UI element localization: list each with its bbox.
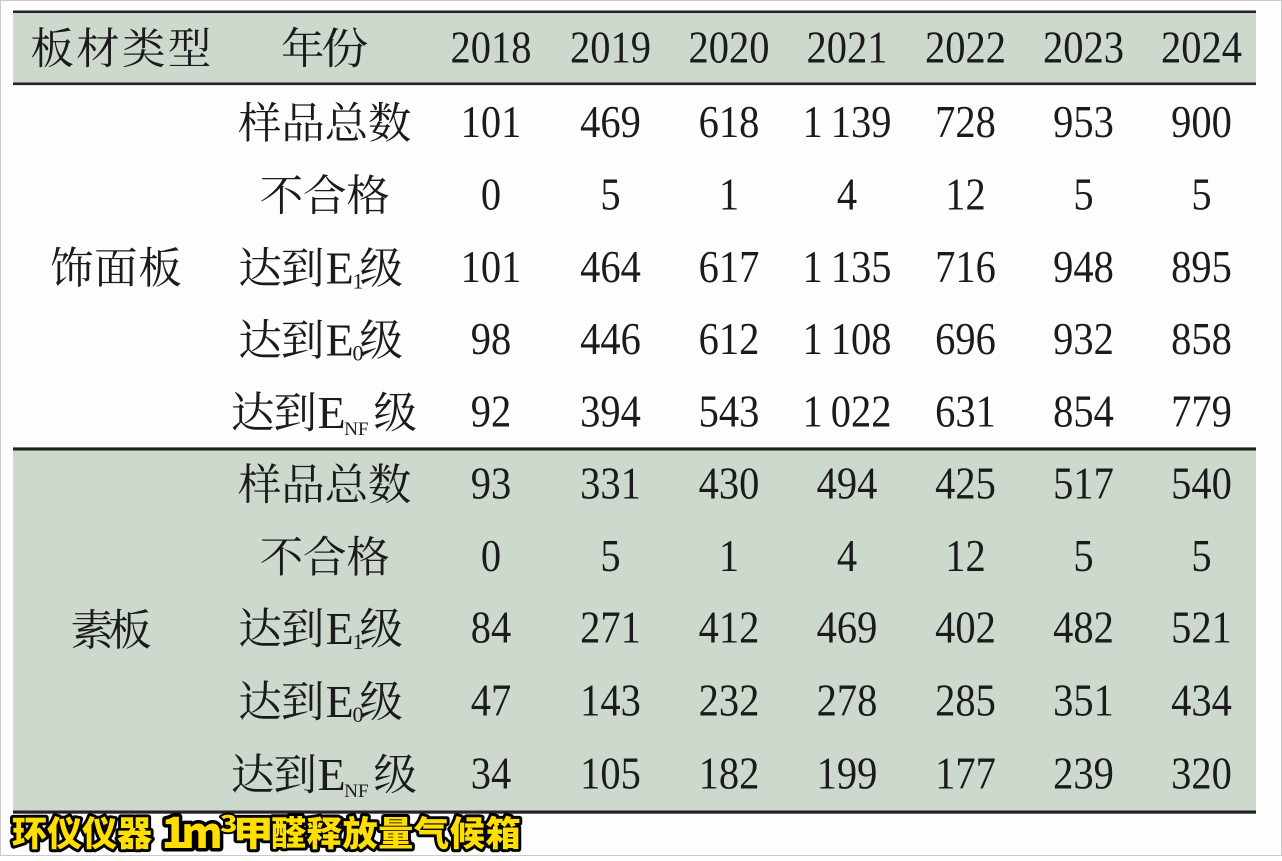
svg-text:469: 469: [580, 97, 641, 148]
svg-text:5: 5: [600, 531, 620, 582]
svg-text:0: 0: [481, 169, 501, 220]
svg-text:0: 0: [481, 531, 501, 582]
svg-text:494: 494: [817, 458, 878, 509]
svg-text:464: 464: [580, 242, 641, 293]
svg-text:948: 948: [1053, 242, 1114, 293]
svg-text:521: 521: [1171, 602, 1232, 653]
svg-text:143: 143: [580, 675, 641, 726]
svg-text:517: 517: [1053, 458, 1114, 509]
svg-text:469: 469: [817, 602, 878, 653]
svg-text:5: 5: [600, 169, 620, 220]
svg-text:320: 320: [1171, 748, 1232, 799]
svg-text:2020: 2020: [689, 22, 770, 73]
svg-text:0: 0: [353, 702, 364, 727]
svg-text:394: 394: [580, 386, 641, 437]
svg-text:177: 177: [935, 748, 996, 799]
svg-text:34: 34: [471, 748, 511, 799]
svg-text:1: 1: [719, 169, 739, 220]
svg-text:430: 430: [699, 458, 760, 509]
svg-text:0: 0: [353, 340, 364, 365]
svg-text:4: 4: [837, 531, 857, 582]
svg-text:631: 631: [935, 386, 996, 437]
svg-text:351: 351: [1053, 675, 1114, 726]
svg-text:1: 1: [719, 531, 739, 582]
svg-text:446: 446: [580, 314, 641, 365]
svg-text:1 135: 1 135: [802, 242, 891, 293]
svg-text:895: 895: [1171, 242, 1232, 293]
svg-text:434: 434: [1171, 675, 1232, 726]
svg-text:47: 47: [471, 675, 511, 726]
svg-text:12: 12: [945, 169, 985, 220]
svg-text:2021: 2021: [807, 22, 888, 73]
svg-text:1: 1: [353, 268, 364, 293]
svg-text:728: 728: [935, 97, 996, 148]
svg-text:540: 540: [1171, 458, 1232, 509]
svg-text:2018: 2018: [451, 22, 532, 73]
svg-text:NF: NF: [344, 419, 368, 440]
svg-text:1 139: 1 139: [802, 97, 891, 148]
svg-text:331: 331: [580, 458, 641, 509]
svg-text:182: 182: [699, 748, 760, 799]
svg-text:5: 5: [1073, 531, 1093, 582]
svg-text:92: 92: [471, 386, 511, 437]
svg-text:618: 618: [699, 97, 760, 148]
svg-text:854: 854: [1053, 386, 1114, 437]
svg-text:105: 105: [580, 748, 641, 799]
svg-text:932: 932: [1053, 314, 1114, 365]
svg-text:5: 5: [1191, 169, 1211, 220]
svg-text:12: 12: [945, 531, 985, 582]
svg-text:199: 199: [817, 748, 878, 799]
svg-text:101: 101: [461, 242, 522, 293]
svg-text:696: 696: [935, 314, 996, 365]
svg-text:953: 953: [1053, 97, 1114, 148]
svg-text:5: 5: [1191, 531, 1211, 582]
svg-text:716: 716: [935, 242, 996, 293]
svg-text:101: 101: [461, 97, 522, 148]
svg-text:482: 482: [1053, 602, 1114, 653]
svg-text:285: 285: [935, 675, 996, 726]
svg-text:2019: 2019: [570, 22, 651, 73]
svg-text:2023: 2023: [1043, 22, 1124, 73]
svg-text:1: 1: [353, 629, 364, 654]
svg-text:232: 232: [699, 675, 760, 726]
svg-text:E: E: [318, 749, 346, 800]
svg-text:617: 617: [699, 242, 760, 293]
svg-text:858: 858: [1171, 314, 1232, 365]
svg-text:612: 612: [699, 314, 760, 365]
svg-text:900: 900: [1171, 97, 1232, 148]
svg-text:2022: 2022: [925, 22, 1006, 73]
svg-text:278: 278: [817, 675, 878, 726]
svg-text:412: 412: [699, 602, 760, 653]
svg-text:779: 779: [1171, 386, 1232, 437]
svg-text:425: 425: [935, 458, 996, 509]
svg-text:543: 543: [699, 386, 760, 437]
svg-text:5: 5: [1073, 169, 1093, 220]
svg-text:E: E: [326, 676, 354, 727]
svg-text:E: E: [326, 603, 354, 654]
svg-text:93: 93: [471, 458, 511, 509]
svg-text:E: E: [326, 242, 354, 293]
svg-text:E: E: [318, 387, 346, 438]
svg-text:84: 84: [471, 602, 511, 653]
svg-text:402: 402: [935, 602, 996, 653]
svg-text:4: 4: [837, 169, 857, 220]
svg-text:2024: 2024: [1161, 22, 1242, 73]
svg-text:98: 98: [471, 314, 511, 365]
svg-text:271: 271: [580, 602, 641, 653]
svg-text:1 108: 1 108: [802, 314, 891, 365]
svg-text:239: 239: [1053, 748, 1114, 799]
svg-text:E: E: [326, 314, 354, 365]
svg-text:1 022: 1 022: [802, 386, 891, 437]
svg-text:NF: NF: [344, 781, 368, 802]
